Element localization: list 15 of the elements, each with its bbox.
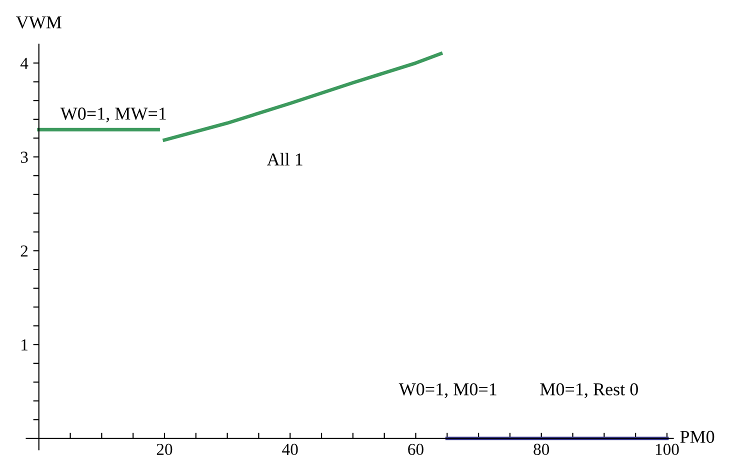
y-axis-title: VWM xyxy=(16,16,62,29)
y-tick-label: 2 xyxy=(20,245,28,257)
x-tick-label: 100 xyxy=(656,444,679,456)
x-tick-label: 80 xyxy=(534,444,550,456)
y-tick-label: 4 xyxy=(20,58,28,69)
y-tick-label: 1 xyxy=(22,339,28,350)
annotation: W0=1, M0=1 xyxy=(398,383,496,398)
annotation: W0=1, MW=1 xyxy=(60,108,166,122)
y-tick-label: 3 xyxy=(20,152,28,163)
x-axis-title: PM0 xyxy=(680,430,714,443)
x-tick-label: 20 xyxy=(156,444,172,456)
annotation: M0=1, Rest 0 xyxy=(540,383,638,398)
annotation: All 1 xyxy=(266,152,302,166)
x-tick-label: 40 xyxy=(282,444,298,456)
x-tick-label: 60 xyxy=(408,444,424,456)
